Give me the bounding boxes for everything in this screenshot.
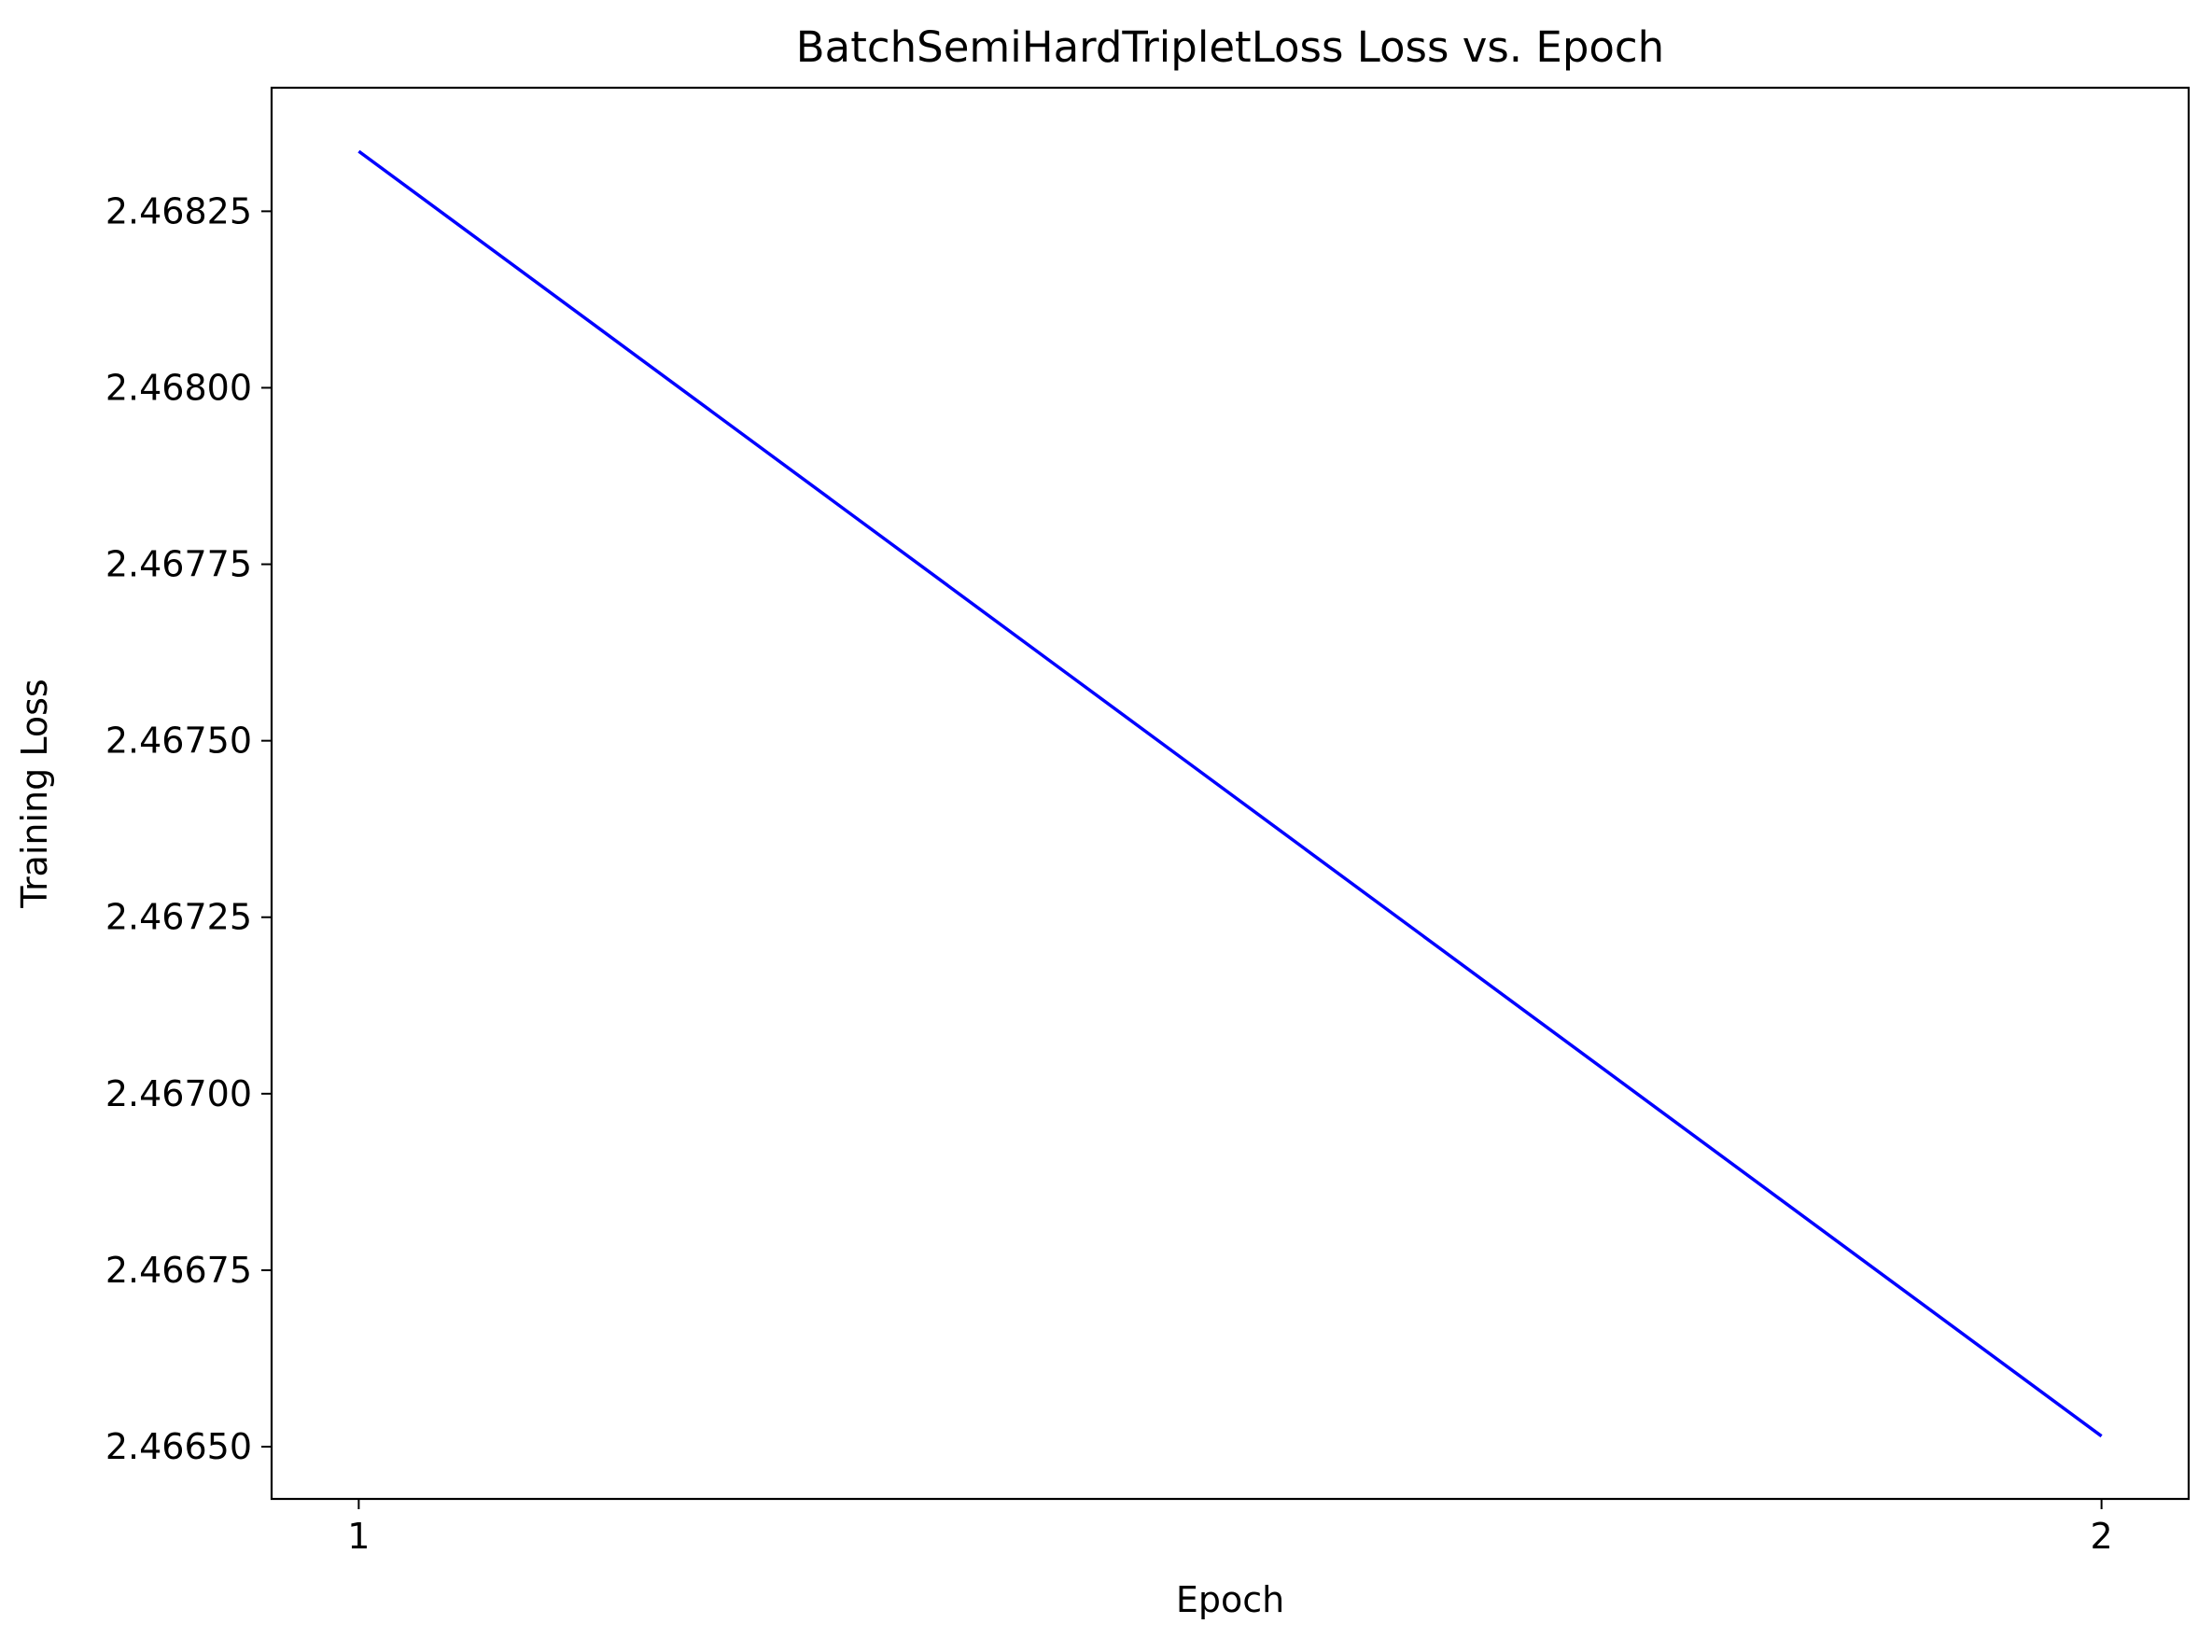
y-tick-label: 2.46750 bbox=[105, 721, 252, 762]
x-axis-label: Epoch bbox=[1176, 1579, 1284, 1620]
y-tick-label: 2.46775 bbox=[105, 544, 252, 585]
plot-frame bbox=[270, 86, 2191, 1501]
y-tick-label: 2.46800 bbox=[105, 367, 252, 408]
y-axis-label: Training Loss bbox=[14, 679, 55, 908]
y-tick-label: 2.46825 bbox=[105, 190, 252, 231]
chart-title: BatchSemiHardTripletLoss Loss vs. Epoch bbox=[796, 22, 1664, 72]
x-tick-label: 2 bbox=[2091, 1516, 2113, 1557]
y-tick-label: 2.46700 bbox=[105, 1073, 252, 1114]
series-line-0 bbox=[357, 149, 2103, 1438]
x-tick-label: 1 bbox=[347, 1516, 370, 1557]
y-tick-label: 2.46675 bbox=[105, 1250, 252, 1291]
y-tick-label: 2.46650 bbox=[105, 1426, 252, 1467]
y-tick-label: 2.46725 bbox=[105, 897, 252, 938]
